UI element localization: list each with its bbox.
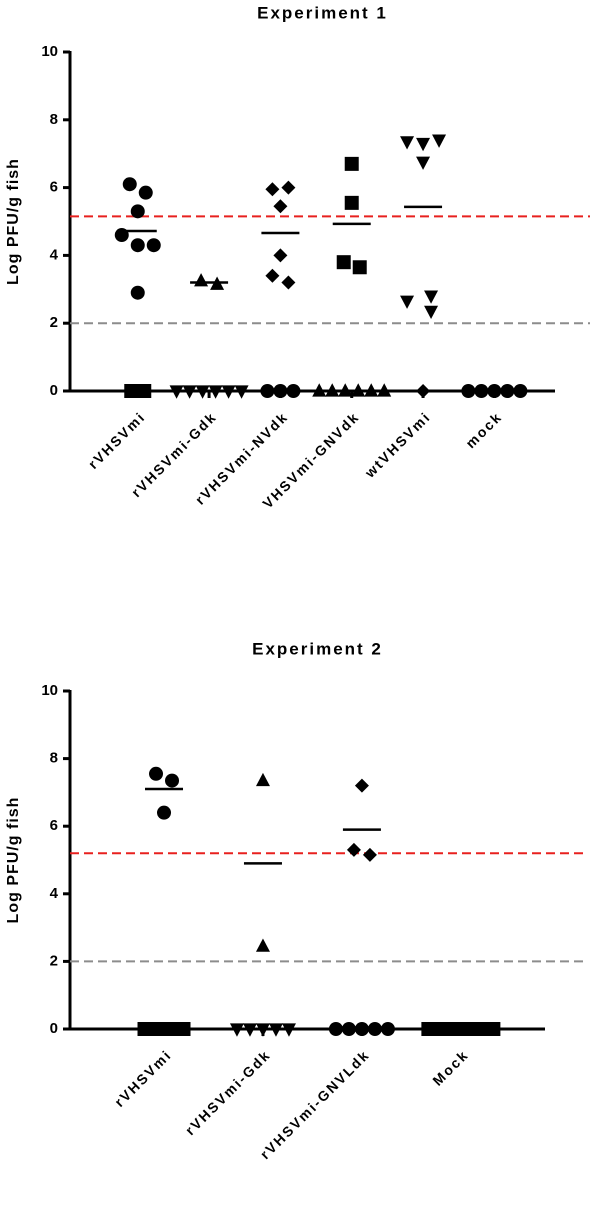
dot [149, 766, 164, 781]
x-tick-label: rVHSVmi-GNVLdk [257, 1046, 373, 1162]
dot [182, 385, 197, 399]
dot [400, 295, 415, 309]
dot [208, 385, 223, 399]
y-tick-label: 8 [50, 111, 58, 128]
dot [130, 285, 145, 300]
dot [260, 384, 275, 398]
dot [169, 385, 184, 399]
x-tick-label: rVHSVmi [111, 1046, 175, 1110]
dot [150, 1022, 165, 1036]
dot [273, 384, 288, 398]
dot [221, 385, 236, 399]
chart-title: Experiment 2 [252, 639, 383, 658]
x-tick-label: mock [462, 408, 505, 451]
dot [364, 383, 379, 397]
dot [281, 275, 296, 290]
dot [176, 1022, 191, 1036]
dot [424, 305, 439, 320]
dot [424, 290, 439, 304]
dot [367, 1022, 382, 1036]
dot [137, 384, 152, 398]
y-tick-label: 4 [50, 885, 59, 902]
y-axis-label: Log PFU/g fish [5, 797, 22, 924]
dot [344, 156, 359, 171]
dot [416, 384, 431, 398]
dot [130, 238, 145, 253]
dot [130, 204, 145, 219]
dot [432, 134, 447, 148]
dot [380, 1022, 395, 1036]
y-tick-label: 4 [50, 246, 59, 263]
dot [146, 238, 161, 253]
dot [354, 778, 369, 793]
dot [122, 177, 137, 192]
dot [281, 180, 296, 195]
dot [416, 156, 431, 170]
y-tick-label: 0 [50, 382, 58, 399]
dot [234, 385, 249, 399]
dot [486, 1022, 501, 1036]
y-tick-label: 8 [50, 750, 58, 767]
x-tick-label: wtVHSVmi [361, 408, 434, 481]
dot [138, 185, 153, 200]
dot [377, 383, 392, 397]
dot [137, 1022, 152, 1036]
x-tick-label: Mock [429, 1046, 471, 1088]
dot [265, 268, 280, 283]
dot [255, 938, 270, 952]
dot [281, 1023, 296, 1037]
y-tick-label: 6 [50, 817, 58, 834]
dot [157, 805, 172, 820]
dot [434, 1022, 449, 1036]
y-tick-label: 10 [41, 43, 58, 60]
dot [341, 1022, 356, 1036]
dot [312, 383, 327, 397]
dot [421, 1022, 436, 1036]
dot [273, 248, 288, 263]
dot [351, 383, 366, 397]
dot [325, 383, 340, 397]
dot [255, 1023, 270, 1037]
dot [165, 773, 180, 788]
dot [344, 195, 359, 210]
dot [124, 384, 139, 398]
y-tick-label: 2 [50, 952, 58, 969]
dot [273, 199, 288, 214]
x-tick-label: rVHSVmi-Gdk [182, 1046, 274, 1138]
dot [255, 772, 270, 787]
dot [336, 255, 351, 270]
dot [265, 182, 280, 197]
dot [400, 136, 415, 150]
dot [163, 1022, 178, 1036]
dot [352, 260, 367, 275]
dot [346, 842, 361, 857]
dot [461, 384, 476, 398]
dot [362, 847, 377, 862]
dot [286, 384, 301, 398]
y-tick-label: 6 [50, 179, 58, 196]
dot [328, 1022, 343, 1036]
dot [229, 1023, 244, 1037]
dot [242, 1023, 257, 1037]
y-tick-label: 2 [50, 314, 58, 331]
chart-title: Experiment 1 [257, 3, 388, 22]
dot [195, 385, 210, 399]
dot [338, 383, 353, 397]
dot [268, 1023, 283, 1037]
y-tick-label: 10 [41, 682, 58, 699]
dot [354, 1022, 369, 1036]
x-tick-label: rVHSVmi [85, 408, 149, 472]
dot [473, 1022, 488, 1036]
dot [513, 384, 528, 398]
dot [416, 137, 431, 152]
y-axis-label: Log PFU/g fish [5, 158, 22, 285]
y-tick-label: 0 [50, 1020, 58, 1037]
dot [194, 273, 209, 287]
